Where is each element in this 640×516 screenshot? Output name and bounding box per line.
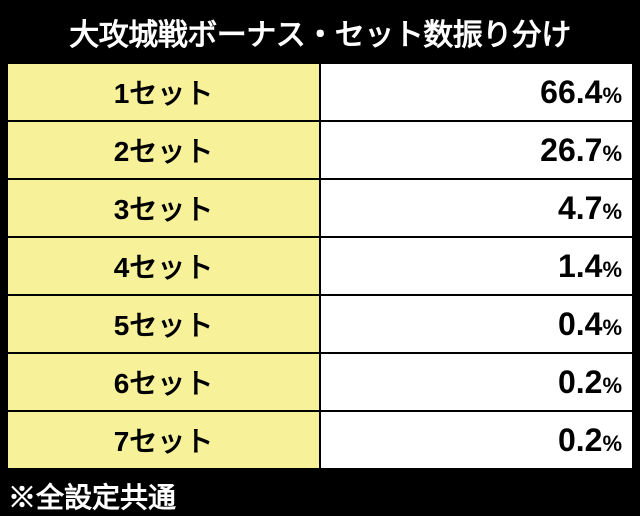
value-unit: % bbox=[602, 373, 622, 398]
set-value: 0.2% bbox=[320, 411, 633, 469]
distribution-container: 大攻城戦ボーナス・セット数振り分け 1セット66.4%2セット26.7%3セット… bbox=[6, 6, 634, 516]
value-number: 26.7 bbox=[540, 132, 602, 168]
value-number: 0.2 bbox=[558, 422, 602, 458]
set-value: 0.2% bbox=[320, 353, 633, 411]
value-unit: % bbox=[602, 83, 622, 108]
table-row: 3セット4.7% bbox=[7, 179, 633, 237]
table-row: 4セット1.4% bbox=[7, 237, 633, 295]
value-unit: % bbox=[602, 315, 622, 340]
set-label: 3セット bbox=[7, 179, 320, 237]
set-value: 0.4% bbox=[320, 295, 633, 353]
set-label: 1セット bbox=[7, 63, 320, 121]
set-value: 26.7% bbox=[320, 121, 633, 179]
table-row: 7セット0.2% bbox=[7, 411, 633, 469]
set-label: 7セット bbox=[7, 411, 320, 469]
value-unit: % bbox=[602, 199, 622, 224]
table-title: 大攻城戦ボーナス・セット数振り分け bbox=[6, 6, 634, 62]
value-number: 66.4 bbox=[540, 74, 602, 110]
value-unit: % bbox=[602, 431, 622, 456]
value-number: 0.4 bbox=[558, 306, 602, 342]
table-row: 5セット0.4% bbox=[7, 295, 633, 353]
distribution-table: 1セット66.4%2セット26.7%3セット4.7%4セット1.4%5セット0.… bbox=[6, 62, 634, 470]
table-row: 2セット26.7% bbox=[7, 121, 633, 179]
footnote: ※全設定共通 bbox=[6, 470, 634, 516]
value-unit: % bbox=[602, 141, 622, 166]
set-label: 4セット bbox=[7, 237, 320, 295]
set-label: 2セット bbox=[7, 121, 320, 179]
set-value: 4.7% bbox=[320, 179, 633, 237]
set-label: 5セット bbox=[7, 295, 320, 353]
set-value: 66.4% bbox=[320, 63, 633, 121]
table-body: 1セット66.4%2セット26.7%3セット4.7%4セット1.4%5セット0.… bbox=[7, 63, 633, 469]
value-unit: % bbox=[602, 257, 622, 282]
value-number: 0.2 bbox=[558, 364, 602, 400]
set-label: 6セット bbox=[7, 353, 320, 411]
table-row: 6セット0.2% bbox=[7, 353, 633, 411]
value-number: 4.7 bbox=[558, 190, 602, 226]
table-row: 1セット66.4% bbox=[7, 63, 633, 121]
value-number: 1.4 bbox=[558, 248, 602, 284]
set-value: 1.4% bbox=[320, 237, 633, 295]
